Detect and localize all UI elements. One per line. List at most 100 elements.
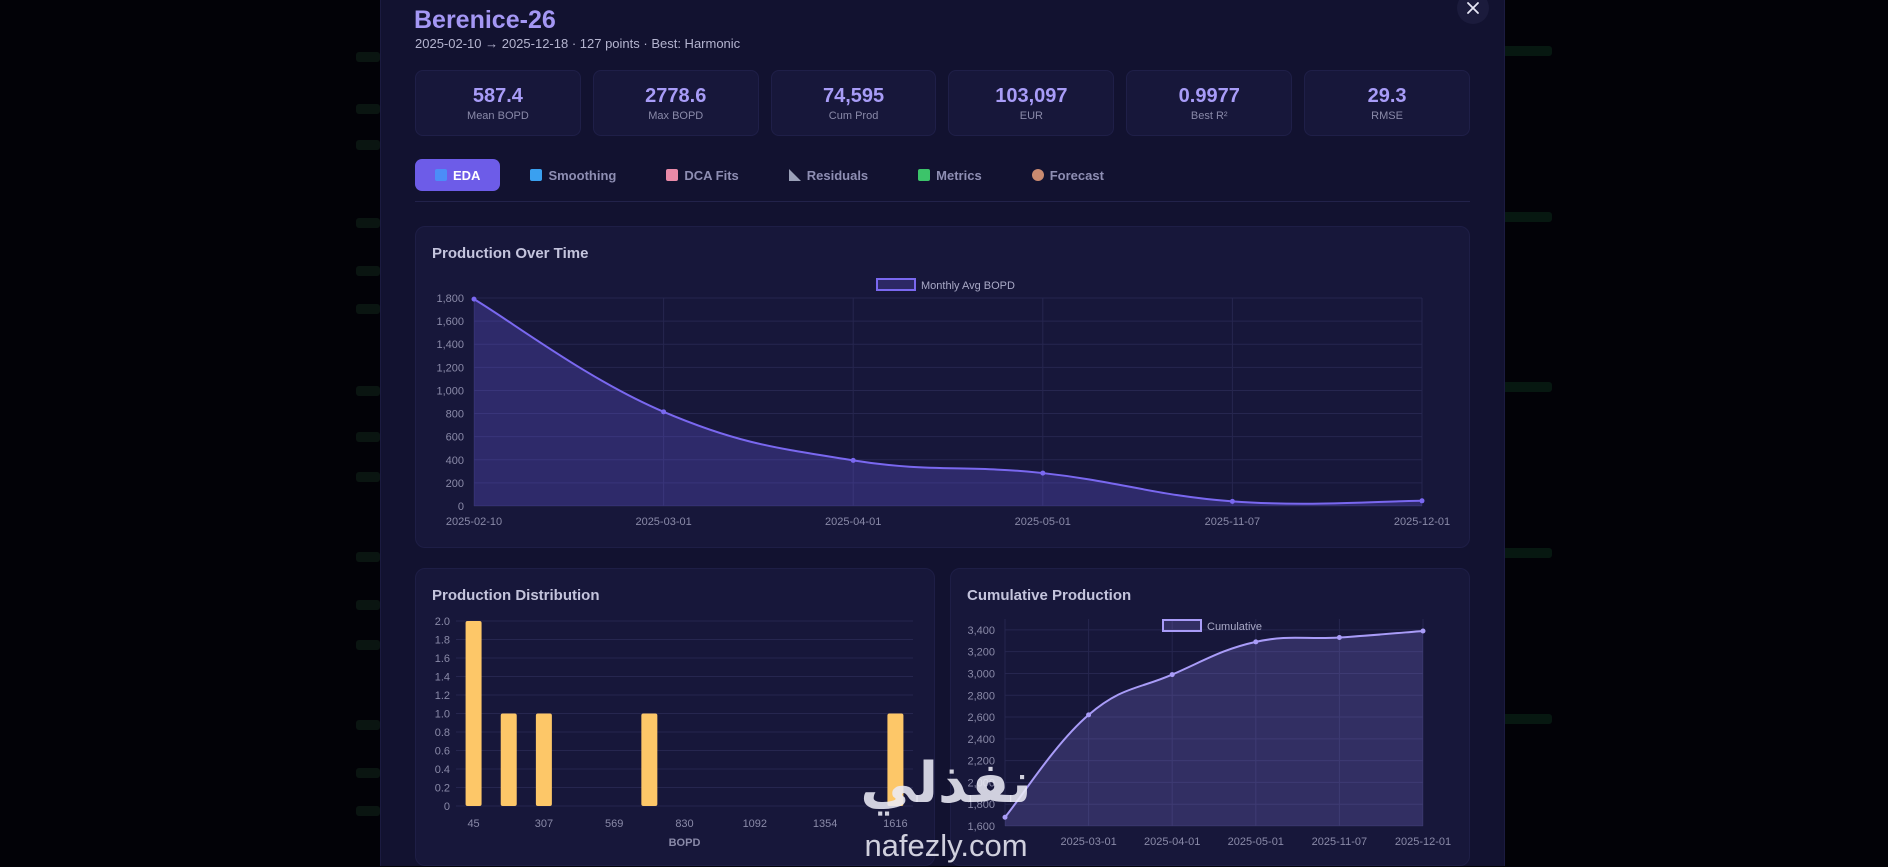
cumulative-production-chart[interactable]: 1,600 1,800 2,000 2,200 2,400 2,600 2,800 3,000…: [951, 569, 1471, 867]
backdrop-fragment: [356, 266, 380, 276]
stat-value: 29.3: [1367, 84, 1407, 107]
panel-title: Production Distribution: [432, 587, 600, 604]
stat-card-mean-bopd: 587.4 Mean BOPD: [415, 70, 581, 136]
histogram-bar: [887, 713, 904, 806]
stat-label: Max BOPD: [648, 109, 704, 122]
check-box-icon: [918, 169, 931, 181]
stat-value: 103,097: [995, 84, 1068, 107]
backdrop-fragment: [356, 140, 380, 150]
legend-swatch: [876, 278, 916, 291]
series-line: [1004, 629, 1424, 818]
tab-metrics[interactable]: Metrics: [898, 159, 1002, 191]
y-tick-label: 0.4: [435, 764, 450, 776]
tab-dca-fits[interactable]: DCA Fits: [646, 159, 758, 191]
triangle-ruler-icon: [788, 169, 801, 181]
y-tick-label: 1.2: [435, 690, 450, 702]
stat-card-eur: 103,097 EUR: [948, 70, 1115, 136]
backdrop-fragment: [356, 806, 380, 816]
stat-label: Cum Prod: [828, 109, 879, 122]
backdrop-fragment: [1492, 714, 1552, 724]
x-tick-label: 2025-03-01: [1060, 836, 1116, 848]
stat-value: 0.9977: [1178, 84, 1240, 107]
y-tick-label: 2,800: [967, 690, 995, 702]
panel-title: Production Over Time: [432, 245, 589, 262]
cumulative-production-panel: Cumulative Production 1,600 1,800 2,000 2,2…: [950, 568, 1470, 866]
backdrop-fragment: [356, 552, 380, 562]
x-tick-label: 2025-04-01: [1144, 836, 1200, 848]
backdrop-fragment: [1492, 212, 1552, 222]
area-fill: [474, 299, 1422, 506]
panel-title: Cumulative Production: [967, 587, 1132, 604]
data-point: [661, 409, 667, 415]
y-tick-label: 3,200: [967, 647, 995, 659]
x-tick-label: 2025-11-07: [1312, 836, 1367, 848]
stats-row: 587.4 Mean BOPD 2778.6 Max BOPD 74,595 C…: [415, 70, 1470, 136]
backdrop-fragment: [356, 720, 380, 730]
backdrop-fragment: [356, 218, 380, 228]
y-tick-label: 1,800: [967, 799, 995, 811]
backdrop-fragment: [356, 640, 380, 650]
stat-value: 2778.6: [645, 84, 707, 107]
well-title: Berenice-26: [414, 6, 556, 34]
y-tick-label: 3,400: [967, 625, 995, 637]
data-point: [1336, 635, 1342, 641]
y-tick-label: 1.4: [435, 672, 450, 684]
stat-card-cum-prod: 74,595 Cum Prod: [770, 70, 937, 136]
y-tick-label: 0.6: [435, 746, 450, 758]
stat-label: EUR: [1019, 109, 1044, 122]
y-tick-label: 2,200: [967, 756, 995, 768]
stat-value: 74,595: [822, 84, 885, 107]
backdrop-fragment: [1492, 46, 1552, 56]
tab-eda[interactable]: EDA: [415, 159, 501, 191]
x-tick-label: 2025-05-01: [1228, 836, 1284, 848]
tab-smoothing[interactable]: Smoothing: [510, 159, 636, 191]
x-tick-label: 2025-03-01: [635, 516, 691, 528]
stat-label: Best R²: [1190, 109, 1228, 122]
y-tick-label: 2,600: [967, 712, 995, 724]
y-tick-label: 0: [458, 501, 464, 513]
series-line: [473, 298, 1423, 505]
x-tick-label: 2025-12-01: [1394, 516, 1450, 528]
y-tick-label: 400: [446, 455, 464, 467]
y-tick-label: 1.8: [435, 635, 450, 647]
stat-value: 587.4: [472, 84, 523, 107]
backdrop-fragment: [1492, 548, 1552, 558]
tab-label: Residuals: [806, 167, 869, 183]
histogram-bar: [641, 713, 658, 806]
tab-forecast[interactable]: Forecast: [1012, 159, 1124, 191]
y-tick-label: 1,200: [436, 362, 464, 374]
y-tick-label: 3,000: [967, 668, 995, 680]
backdrop-fragment: [356, 104, 380, 114]
y-tick-label: 600: [446, 432, 464, 444]
tab-residuals[interactable]: Residuals: [769, 159, 888, 191]
production-over-time-chart[interactable]: 0 200 400 600 800 1,000 1,200 1,400 1,600 1,800 20…: [416, 227, 1471, 549]
decline-chart-icon: [666, 169, 679, 181]
stat-card-max-bopd: 2778.6 Max BOPD: [592, 70, 759, 136]
data-point: [1253, 639, 1259, 645]
backdrop-fragment: [356, 768, 380, 778]
histogram-bar: [535, 713, 552, 806]
x-tick-label: 2025-02-10: [446, 516, 502, 528]
y-tick-label: 0.2: [435, 783, 450, 795]
y-tick-label: 0.8: [435, 727, 450, 739]
y-tick-label: 1,400: [436, 339, 464, 351]
y-tick-label: 1,600: [436, 316, 464, 328]
legend-swatch: [1162, 619, 1202, 632]
x-tick-label: 45: [467, 818, 479, 830]
stat-label: Mean BOPD: [467, 109, 529, 122]
data-point: [1419, 498, 1425, 504]
tab-label: EDA: [453, 167, 481, 183]
tab-label: Metrics: [936, 167, 982, 183]
legend-label: Cumulative: [1207, 621, 1262, 633]
x-tick-label: 2025-04-01: [825, 516, 881, 528]
y-tick-label: 1,000: [436, 385, 464, 397]
y-tick-label: 1.0: [435, 709, 450, 721]
x-tick-label: 2025-11-07: [1205, 516, 1260, 528]
backdrop-fragment: [356, 432, 380, 442]
data-point: [1169, 672, 1175, 678]
x-axis-label: BOPD: [669, 837, 701, 849]
well-subtitle: 2025-02-10 → 2025-12-18 · 127 points · B…: [415, 36, 741, 51]
production-distribution-chart[interactable]: 0 0.2 0.4 0.6 0.8 1.0 1.2 1.4 1.6 1.8 2.0 45 307 569 8…: [416, 569, 936, 867]
stat-card-rmse: 29.3 RMSE: [1304, 70, 1470, 136]
backdrop-fragment: [356, 386, 380, 396]
